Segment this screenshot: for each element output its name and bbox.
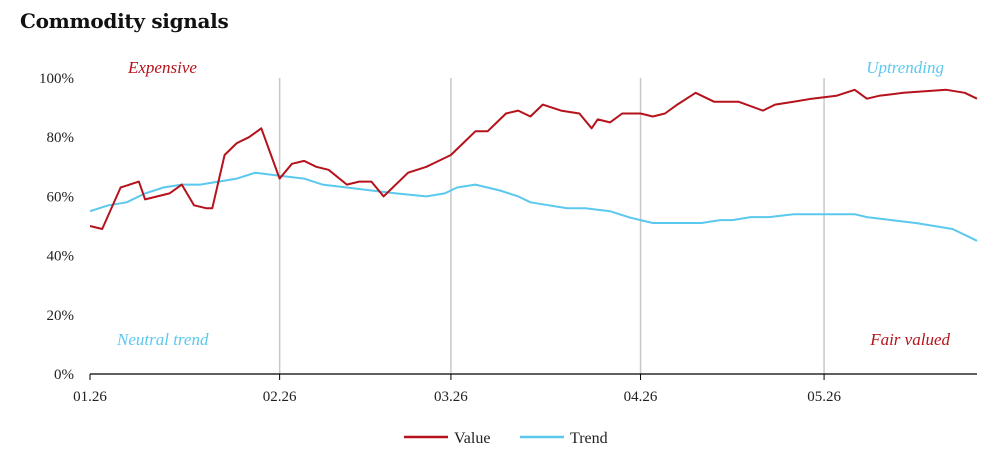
legend-label-trend: Trend (570, 430, 608, 447)
y-tick-label: 60% (47, 189, 75, 205)
x-tick-label: 05.26 (807, 389, 841, 405)
annotation-fair-valued: Fair valued (869, 330, 950, 349)
x-tick-label: 03.26 (434, 389, 468, 405)
series-line-value (89, 88, 978, 230)
x-tick-label: 04.26 (624, 389, 658, 405)
series-line-trend (89, 171, 978, 242)
y-tick-label: 40% (47, 249, 75, 265)
annotation-uptrending: Uptrending (866, 58, 944, 77)
x-tick-label: 01.26 (73, 389, 107, 405)
gridlines (278, 78, 825, 374)
x-tick-label: 02.26 (263, 389, 297, 405)
y-tick-label: 100% (39, 71, 74, 87)
y-tick-label: 0% (54, 367, 74, 383)
y-tick-label: 20% (47, 308, 75, 324)
x-axis-ticks: 01.26 02.26 03.26 04.26 05.26 (73, 374, 841, 405)
series-lines (89, 88, 978, 242)
legend-label-value: Value (454, 430, 490, 447)
chart-title: Commodity signals (20, 9, 229, 33)
annotation-neutral-trend: Neutral trend (116, 330, 209, 349)
annotation-expensive: Expensive (127, 58, 197, 77)
y-tick-label: 80% (47, 130, 75, 146)
y-axis-ticks: 100% 80% 60% 40% 20% 0% (39, 71, 74, 383)
legend: Value Trend (404, 430, 608, 447)
